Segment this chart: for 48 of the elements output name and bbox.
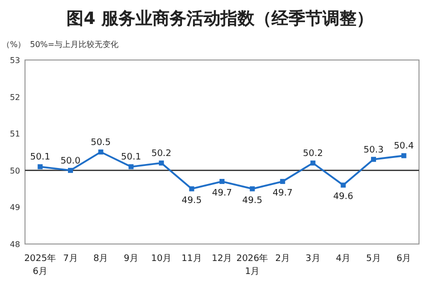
data-label: 49.7 bbox=[212, 188, 232, 198]
point bbox=[128, 164, 134, 170]
y-tick-label: 49 bbox=[10, 203, 20, 212]
data-label: 50.1 bbox=[30, 152, 50, 163]
data-label: 49.7 bbox=[272, 188, 293, 198]
x-tick-label: 7月 bbox=[63, 254, 78, 264]
point bbox=[401, 153, 406, 158]
data-label: 49.5 bbox=[242, 196, 262, 206]
x-tick-label: 2025年 6月 bbox=[24, 253, 56, 277]
data-label: 50.4 bbox=[394, 142, 414, 152]
y-tick-label: 53 bbox=[10, 56, 20, 65]
y-axis-title: （%） bbox=[2, 40, 26, 49]
data-label: 50.3 bbox=[364, 145, 384, 156]
point bbox=[158, 160, 164, 166]
data-label: 50.2 bbox=[302, 149, 323, 160]
x-tick-label: 3月 bbox=[306, 254, 320, 264]
y-tick-label: 51 bbox=[10, 130, 20, 139]
data-label: 50.0 bbox=[60, 156, 81, 166]
y-tick-label: 48 bbox=[10, 240, 20, 249]
point bbox=[250, 186, 255, 192]
y-tick-label: 52 bbox=[10, 92, 20, 102]
x-tick-label: 10月 bbox=[151, 254, 172, 264]
data-label: 50.2 bbox=[151, 149, 172, 160]
data-label: 49.6 bbox=[333, 192, 354, 202]
point bbox=[280, 178, 286, 184]
data-label: 50.1 bbox=[121, 152, 142, 163]
x-tick-label: 6月 bbox=[396, 254, 412, 264]
point bbox=[98, 150, 104, 154]
point bbox=[310, 160, 316, 166]
y-tick-label: 50 bbox=[10, 166, 20, 176]
x-tick-label: 8月 bbox=[93, 254, 108, 264]
x-tick-label: 11月 bbox=[181, 254, 202, 264]
chart-title: 图4 服务业商务活动指数（经季节调整） bbox=[66, 9, 374, 29]
point bbox=[68, 168, 73, 173]
point bbox=[38, 164, 43, 170]
x-tick-label: 2月 bbox=[275, 254, 290, 264]
text: 50%=与上月比较无变化 bbox=[30, 40, 118, 49]
x-tick-label: 9月 bbox=[124, 254, 138, 264]
data-label: 50.5 bbox=[90, 138, 111, 148]
x-tick-label: 5月 bbox=[366, 254, 381, 264]
x-tick-label: 4月 bbox=[336, 254, 351, 264]
point bbox=[340, 182, 346, 188]
x-tick-label: 12月 bbox=[212, 254, 232, 264]
point bbox=[189, 186, 194, 192]
point bbox=[371, 156, 376, 162]
x-tick-label: 2026年 1月 bbox=[236, 253, 268, 277]
point bbox=[220, 178, 224, 184]
data-label: 49.5 bbox=[182, 196, 202, 206]
